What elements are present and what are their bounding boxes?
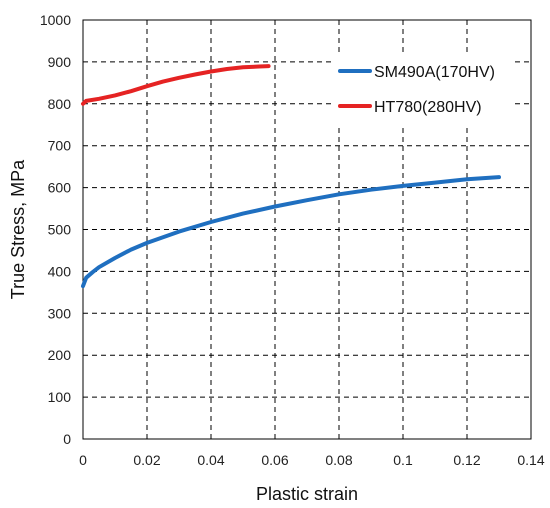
x-tick-label: 0.14 <box>517 452 544 468</box>
x-tick-label: 0.04 <box>197 452 224 468</box>
series-line-1 <box>81 64 271 106</box>
grid-lines <box>83 20 531 439</box>
y-tick-label: 1000 <box>40 12 71 28</box>
plot-area-frame <box>82 19 532 440</box>
series-layer <box>81 64 501 289</box>
y-tick-label: 300 <box>48 305 72 321</box>
y-tick-label: 100 <box>48 389 72 405</box>
y-tick-label: 900 <box>48 54 72 70</box>
x-tick-label: 0 <box>79 452 87 468</box>
y-tick-label: 700 <box>48 138 72 154</box>
x-tick-label: 0.1 <box>393 452 413 468</box>
legend: SM490A(170HV) HT780(280HV) <box>333 52 513 124</box>
series-line-0 <box>81 175 501 289</box>
legend-label-ht780: HT780(280HV) <box>374 99 482 116</box>
x-tick-label: 0.08 <box>325 452 352 468</box>
y-tick-label: 500 <box>48 222 72 238</box>
tick-labels: 0 0.02 0.04 0.06 0.08 0.1 0.12 0.14 0 100 200 300 40… <box>40 12 545 468</box>
legend-background <box>333 52 513 124</box>
legend-label-sm490a: SM490A(170HV) <box>374 64 495 81</box>
x-tick-label: 0.12 <box>453 452 480 468</box>
y-tick-label: 800 <box>48 96 72 112</box>
x-tick-label: 0.06 <box>261 452 288 468</box>
x-tick-label: 0.02 <box>133 452 160 468</box>
y-tick-label: 600 <box>48 180 72 196</box>
y-tick-label: 200 <box>48 347 72 363</box>
y-tick-label: 400 <box>48 263 72 279</box>
y-tick-label: 0 <box>63 431 71 447</box>
x-axis-title: Plastic strain <box>256 484 358 504</box>
y-axis-title: True Stress, MPa <box>8 159 28 299</box>
